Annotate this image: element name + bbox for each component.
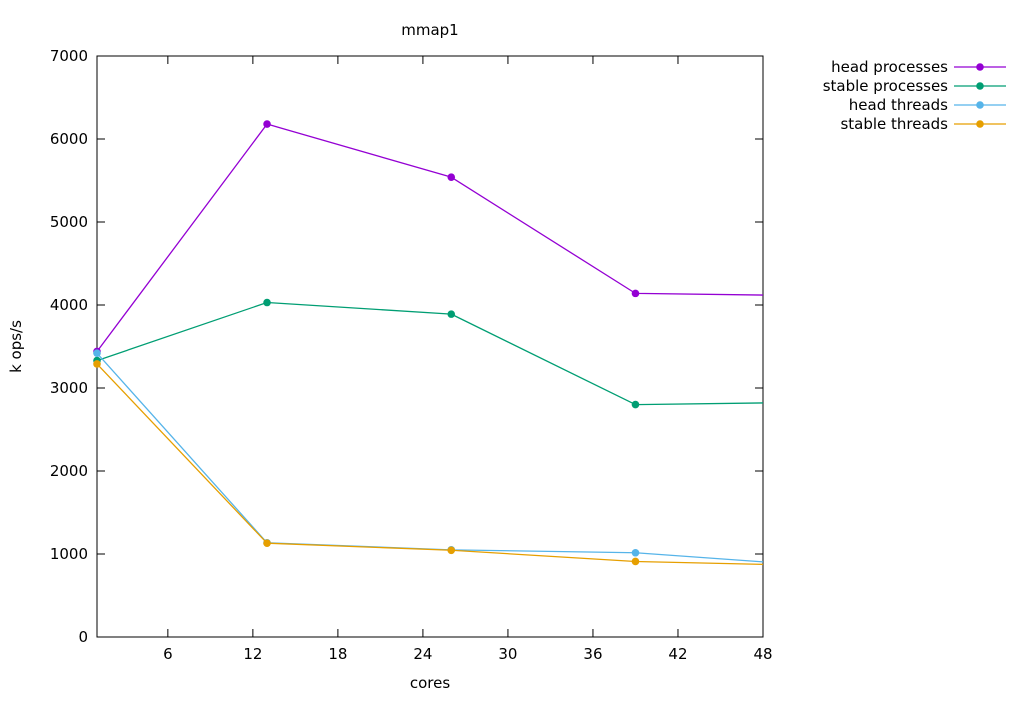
plot-border: [96, 55, 764, 638]
legend-label: stable processes: [823, 77, 948, 95]
legend-point-sample: [976, 82, 984, 90]
data-point-stable-threads: [263, 539, 271, 548]
chart-title: mmap1: [401, 21, 458, 39]
y-axis-label: k ops/s: [7, 320, 25, 373]
x-tick-label: 6: [163, 645, 173, 663]
legend-label: stable threads: [840, 115, 948, 133]
x-tick-label: 48: [753, 645, 772, 663]
series-line-head-threads: [96, 352, 764, 563]
legend-point-sample: [976, 120, 984, 128]
x-tick-label: 24: [413, 645, 432, 663]
x-tick-label: 18: [328, 645, 347, 663]
data-point-head-processes: [447, 173, 456, 181]
y-tick-label: 6000: [50, 130, 88, 148]
data-point-head-threads: [93, 349, 101, 357]
data-point-stable-threads: [447, 546, 456, 555]
legend-entry-head-threads: head threads: [849, 96, 1006, 114]
legend-entry-stable-processes: stable processes: [823, 77, 1006, 95]
legend-entry-stable-threads: stable threads: [840, 115, 1006, 133]
x-tick-label: 12: [243, 645, 262, 663]
y-tick-label: 5000: [50, 213, 88, 231]
x-axis-label: cores: [410, 674, 450, 692]
x-tick-label: 36: [583, 645, 602, 663]
legend-entry-head-processes: head processes: [831, 58, 1006, 76]
x-tick-label: 42: [668, 645, 687, 663]
data-point-stable-processes: [263, 298, 271, 307]
legend-point-sample: [976, 101, 984, 109]
y-tick-label: 7000: [50, 47, 88, 65]
data-point-head-threads: [631, 548, 640, 557]
series-head-processes: [93, 120, 764, 356]
data-point-stable-processes: [447, 310, 456, 318]
y-tick-label: 1000: [50, 545, 88, 563]
series-head-threads: [93, 349, 764, 563]
data-point-head-processes: [631, 289, 640, 298]
data-point-stable-threads: [93, 360, 101, 368]
legend-label: head threads: [849, 96, 948, 114]
data-point-stable-processes: [631, 400, 640, 409]
axes: 6 12 18 24 30 36 42 48 0 1000 2000 3000 4000 5000 6000…: [50, 47, 773, 663]
x-tick-label: 30: [498, 645, 517, 663]
y-tick-label: 0: [78, 628, 88, 646]
data-point-head-processes: [263, 120, 271, 128]
data-point-stable-threads: [631, 557, 640, 566]
series-stable-processes: [93, 298, 764, 409]
legend-label: head processes: [831, 58, 948, 76]
y-tick-label: 3000: [50, 379, 88, 397]
series-line-head-processes: [96, 123, 764, 352]
series-stable-threads: [93, 360, 764, 566]
y-tick-label: 2000: [50, 462, 88, 480]
legend-point-sample: [976, 63, 984, 71]
y-tick-label: 4000: [50, 296, 88, 314]
series-line-stable-processes: [96, 301, 764, 406]
